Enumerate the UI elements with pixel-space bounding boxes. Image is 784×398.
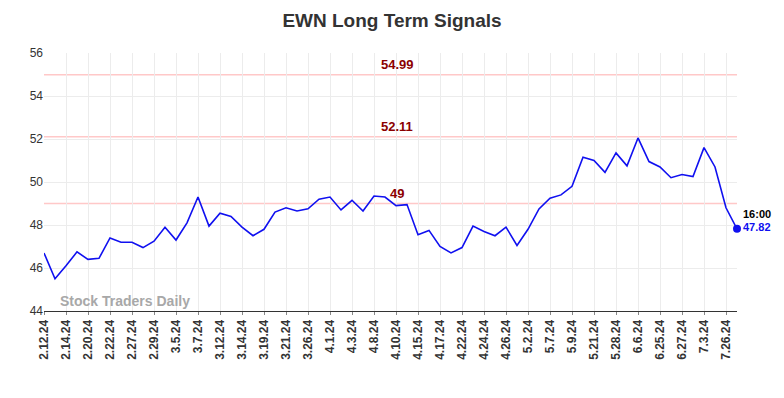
svg-text:2.22.24: 2.22.24 bbox=[103, 319, 117, 359]
svg-text:16:00: 16:00 bbox=[743, 208, 771, 220]
svg-text:54.99: 54.99 bbox=[381, 57, 414, 72]
svg-text:5.2.24: 5.2.24 bbox=[521, 319, 535, 353]
svg-text:52.11: 52.11 bbox=[381, 119, 413, 134]
svg-text:4.24.24: 4.24.24 bbox=[477, 319, 491, 359]
svg-text:4.15.24: 4.15.24 bbox=[411, 319, 425, 359]
svg-text:4.17.24: 4.17.24 bbox=[433, 319, 447, 359]
svg-text:2.20.24: 2.20.24 bbox=[81, 319, 95, 359]
svg-text:5.9.24: 5.9.24 bbox=[565, 319, 579, 353]
svg-text:6.6.24: 6.6.24 bbox=[631, 319, 645, 353]
svg-text:6.27.24: 6.27.24 bbox=[675, 319, 689, 359]
svg-text:7.26.24: 7.26.24 bbox=[719, 319, 733, 359]
svg-text:4.26.24: 4.26.24 bbox=[499, 319, 513, 359]
svg-text:47.82: 47.82 bbox=[743, 221, 771, 233]
svg-text:44: 44 bbox=[30, 304, 44, 318]
svg-text:6.25.24: 6.25.24 bbox=[653, 319, 667, 359]
svg-text:4.8.24: 4.8.24 bbox=[367, 319, 381, 353]
svg-text:4.22.24: 4.22.24 bbox=[455, 319, 469, 359]
svg-text:2.27.24: 2.27.24 bbox=[125, 319, 139, 359]
svg-text:3.26.24: 3.26.24 bbox=[301, 319, 315, 359]
svg-text:3.21.24: 3.21.24 bbox=[279, 319, 293, 359]
svg-text:5.7.24: 5.7.24 bbox=[543, 319, 557, 353]
svg-text:3.7.24: 3.7.24 bbox=[191, 319, 205, 353]
svg-text:3.5.24: 3.5.24 bbox=[169, 319, 183, 353]
svg-text:48: 48 bbox=[30, 218, 44, 232]
svg-text:4.10.24: 4.10.24 bbox=[389, 319, 403, 359]
svg-text:52: 52 bbox=[30, 132, 44, 146]
svg-text:46: 46 bbox=[30, 261, 44, 275]
svg-text:2.14.24: 2.14.24 bbox=[59, 319, 73, 359]
svg-text:49: 49 bbox=[390, 186, 404, 201]
svg-text:56: 56 bbox=[30, 46, 44, 60]
svg-text:4.3.24: 4.3.24 bbox=[345, 319, 359, 353]
svg-text:3.12.24: 3.12.24 bbox=[213, 319, 227, 359]
svg-text:5.28.24: 5.28.24 bbox=[609, 319, 623, 359]
svg-text:Stock Traders Daily: Stock Traders Daily bbox=[60, 293, 190, 309]
svg-text:3.19.24: 3.19.24 bbox=[257, 319, 271, 359]
svg-text:2.12.24: 2.12.24 bbox=[37, 319, 51, 359]
svg-text:EWN Long Term Signals: EWN Long Term Signals bbox=[282, 10, 501, 31]
svg-text:50: 50 bbox=[30, 175, 44, 189]
svg-text:5.21.24: 5.21.24 bbox=[587, 319, 601, 359]
svg-text:4.1.24: 4.1.24 bbox=[323, 319, 337, 353]
svg-text:2.29.24: 2.29.24 bbox=[147, 319, 161, 359]
svg-text:3.14.24: 3.14.24 bbox=[235, 319, 249, 359]
svg-text:54: 54 bbox=[30, 89, 44, 103]
svg-text:7.3.24: 7.3.24 bbox=[697, 319, 711, 353]
